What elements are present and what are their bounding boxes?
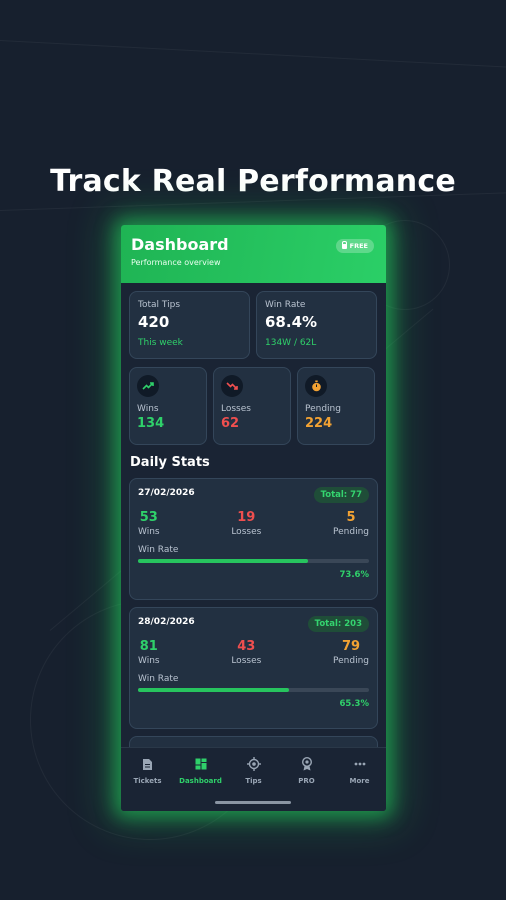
win-rate-label: Win Rate: [265, 300, 306, 310]
win-rate-progress-bar: [138, 688, 369, 692]
day-date: 28/02/2026: [138, 617, 195, 627]
nav-more-label: More: [349, 777, 370, 785]
daily-stats-title: Daily Stats: [130, 455, 210, 470]
pending-card[interactable]: Pending 224: [297, 367, 375, 445]
app-header: Dashboard Performance overview FREE: [121, 225, 386, 283]
day-wins-label: Wins: [138, 527, 160, 537]
nav-tickets-label: Tickets: [133, 777, 162, 785]
day-wins-value: 81: [139, 639, 158, 654]
lock-icon: [341, 240, 347, 249]
day-wins-label: Wins: [138, 656, 160, 666]
home-indicator: [215, 801, 291, 804]
day-pending-value: 79: [341, 639, 361, 654]
trend-up-icon: [137, 375, 159, 397]
day-pending-label: Pending: [333, 527, 369, 537]
losses-value: 62: [221, 416, 240, 431]
pending-label: Pending: [305, 404, 341, 414]
losses-card[interactable]: Losses 62: [213, 367, 291, 445]
day-win-rate-label: Win Rate: [138, 545, 179, 555]
day-total-badge: Total: 77: [313, 487, 369, 503]
more-icon: [336, 757, 384, 771]
day-wins-value: 53: [139, 510, 158, 525]
nav-pro[interactable]: PRO: [283, 757, 331, 785]
plan-badge-label: FREE: [349, 242, 368, 250]
win-rate-progress-fill: [138, 559, 309, 563]
day-pending-label: Pending: [333, 656, 369, 666]
nav-tips-label: Tips: [245, 777, 262, 785]
day-total-badge: Total: 203: [307, 616, 369, 632]
win-rate-progress-bar: [138, 559, 369, 563]
page-subtitle: Performance overview: [131, 258, 221, 267]
day-losses-value: 19: [237, 510, 256, 525]
total-tips-label: Total Tips: [138, 300, 181, 310]
daily-stat-card[interactable]: 28/02/2026 Total: 203 81 Wins 43 Losses …: [129, 607, 378, 729]
total-tips-value: 420: [138, 313, 170, 331]
day-losses-label: Losses: [231, 656, 262, 666]
day-losses: 19 Losses: [231, 510, 261, 537]
day-pending: 5 Pending: [333, 510, 369, 537]
dashboard-icon: [177, 757, 225, 771]
day-losses: 43 Losses: [231, 639, 261, 666]
ticket-icon: [124, 757, 172, 771]
day-pending-value: 5: [346, 510, 356, 525]
day-win-rate-label: Win Rate: [138, 674, 179, 684]
win-loss-record: 134W / 62L: [265, 338, 317, 348]
nav-tickets[interactable]: Tickets: [124, 757, 172, 785]
nav-dashboard-label: Dashboard: [179, 777, 222, 785]
daily-stat-card[interactable]: 27/02/2026 Total: 77 53 Wins 19 Losses 5…: [129, 478, 378, 600]
day-losses-value: 43: [237, 639, 256, 654]
nav-more[interactable]: More: [336, 757, 384, 785]
wins-card[interactable]: Wins 134: [129, 367, 207, 445]
win-rate-card[interactable]: Win Rate 68.4% 134W / 62L: [256, 291, 377, 359]
bottom-navigation: Tickets Dashboard Tips PRO: [121, 747, 386, 811]
headline: Track Real Performance: [50, 164, 456, 199]
trend-down-icon: [221, 375, 243, 397]
day-win-rate-percent: 73.6%: [339, 570, 370, 580]
dashboard-content: Total Tips 420 This week Win Rate 68.4% …: [121, 283, 386, 766]
nav-dashboard[interactable]: Dashboard: [177, 757, 225, 785]
day-losses-label: Losses: [231, 527, 262, 537]
pro-icon: [283, 757, 331, 771]
page-title: Dashboard: [131, 235, 229, 254]
plan-badge[interactable]: FREE: [335, 239, 374, 253]
day-win-rate-percent: 65.3%: [339, 699, 370, 709]
win-rate-value: 68.4%: [265, 313, 318, 331]
pending-value: 224: [305, 416, 333, 431]
win-rate-progress-fill: [138, 688, 289, 692]
phone-screen: Dashboard Performance overview FREE Tota…: [121, 225, 386, 811]
day-date: 27/02/2026: [138, 488, 195, 498]
wins-label: Wins: [137, 404, 159, 414]
total-tips-card[interactable]: Total Tips 420 This week: [129, 291, 250, 359]
target-icon: [230, 757, 278, 771]
losses-label: Losses: [221, 404, 251, 414]
day-wins: 81 Wins: [138, 639, 160, 666]
day-wins: 53 Wins: [138, 510, 160, 537]
stopwatch-icon: [305, 375, 327, 397]
total-tips-period: This week: [138, 338, 183, 348]
nav-tips[interactable]: Tips: [230, 757, 278, 785]
wins-value: 134: [137, 416, 165, 431]
day-pending: 79 Pending: [333, 639, 369, 666]
nav-pro-label: PRO: [298, 777, 315, 785]
